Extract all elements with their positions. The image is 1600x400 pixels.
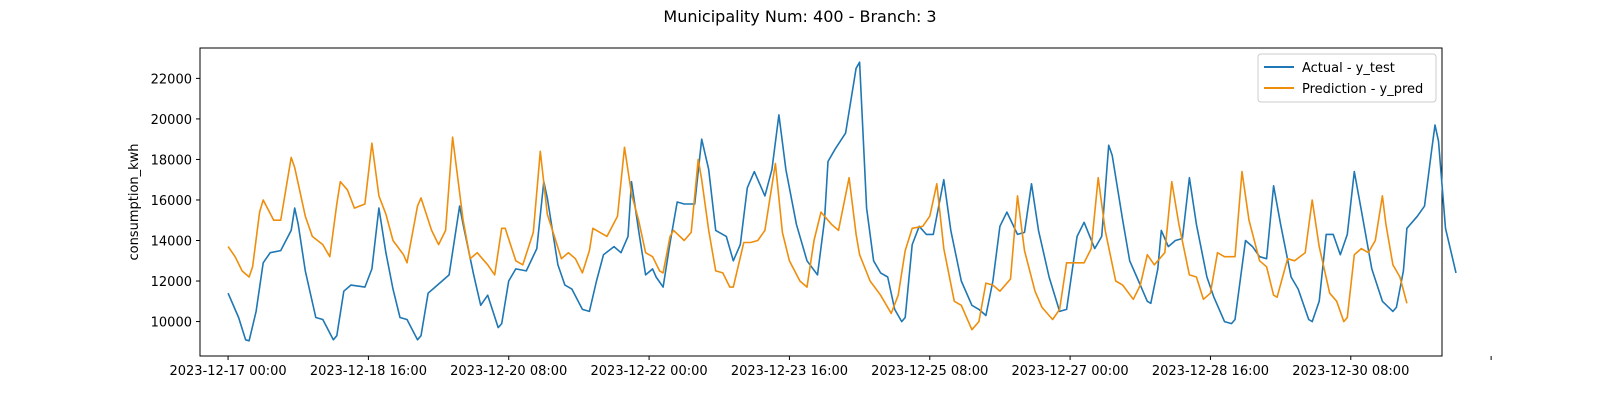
actual-series-line xyxy=(227,61,1457,342)
x-tick-label: 2023-12-30 08:00 xyxy=(1292,364,1409,379)
y-axis-label: consumption_kwh xyxy=(127,143,142,260)
plot-area-frame xyxy=(199,47,1443,357)
x-tick-label: 2023-12-18 16:00 xyxy=(310,364,427,379)
legend-box xyxy=(1257,53,1437,103)
legend-label-actual: Actual - y_test xyxy=(1302,61,1395,76)
y-tick-label: 16000 xyxy=(151,194,192,209)
series-layer xyxy=(227,61,1457,342)
x-tick-label: 2023-12-22 00:00 xyxy=(591,364,708,379)
legend-label-prediction: Prediction - y_pred xyxy=(1302,82,1423,97)
x-tick-label: 2023-12-28 16:00 xyxy=(1152,364,1269,379)
x-tick-label: 2023-12-17 00:00 xyxy=(169,364,286,379)
x-tick-label: 2023-12-20 08:00 xyxy=(450,364,567,379)
y-tick-label: 10000 xyxy=(151,316,192,331)
x-tick-label: 2023-12-27 00:00 xyxy=(1012,364,1129,379)
y-tick-label: 22000 xyxy=(151,72,192,87)
legend: Actual - y_test Prediction - y_pred xyxy=(1257,53,1437,103)
x-tick-label: 2023-12-25 08:00 xyxy=(871,364,988,379)
chart-title: Municipality Num: 400 - Branch: 3 xyxy=(663,7,936,26)
x-tick-label: 2023-12-23 16:00 xyxy=(731,364,848,379)
y-tick-label: 14000 xyxy=(151,235,192,250)
x-axis: 2023-12-17 00:00 2023-12-18 16:00 2023-12-… xyxy=(169,356,1492,379)
y-axis: 10000 12000 14000 16000 18000 20000 22000 xyxy=(151,72,200,331)
y-tick-label: 12000 xyxy=(151,275,192,290)
y-tick-label: 20000 xyxy=(151,113,192,128)
prediction-series-line xyxy=(227,136,1408,331)
y-tick-label: 18000 xyxy=(151,153,192,168)
